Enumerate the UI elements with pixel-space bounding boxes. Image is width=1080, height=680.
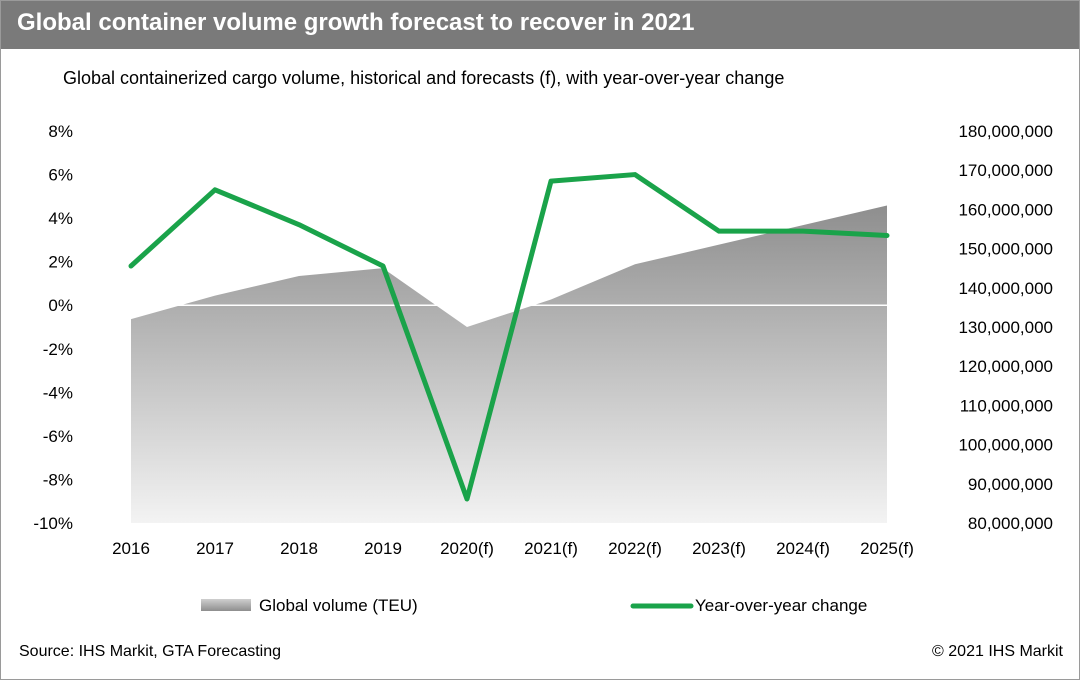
- left-axis-tick-label: 2%: [48, 253, 73, 272]
- combo-chart: 8% 6% 4% 2% 0% -2% -4% -6% -8% -10% 180,000,000 17…: [33, 122, 1053, 615]
- legend-volume-label: Global volume (TEU): [259, 596, 418, 615]
- left-axis-tick-label: -10%: [33, 514, 73, 533]
- x-axis-tick-label: 2017: [196, 539, 234, 558]
- right-axis-tick-label: 180,000,000: [958, 122, 1053, 141]
- chart-title: Global container volume growth forecast …: [17, 9, 695, 36]
- chart-subtitle: Global containerized cargo volume, histo…: [63, 68, 785, 88]
- left-axis-tick-label: 0%: [48, 296, 73, 315]
- source-note: Source: IHS Markit, GTA Forecasting: [19, 643, 282, 660]
- legend-yoy-label: Year-over-year change: [695, 596, 867, 615]
- x-axis-tick-label: 2022(f): [608, 539, 662, 558]
- title-bar: Global container volume growth forecast …: [1, 1, 1079, 49]
- left-axis-tick-label: -8%: [43, 470, 73, 489]
- left-axis-tick-label: -2%: [43, 340, 73, 359]
- x-axis-tick-label: 2020(f): [440, 539, 494, 558]
- right-axis-tick-label: 160,000,000: [958, 200, 1053, 219]
- right-axis-tick-label: 140,000,000: [958, 279, 1053, 298]
- volume-area: [131, 205, 887, 524]
- x-axis-tick-label: 2025(f): [860, 539, 914, 558]
- x-axis-tick-label: 2021(f): [524, 539, 578, 558]
- left-axis-tick-label: -6%: [43, 427, 73, 446]
- right-axis-tick-label: 80,000,000: [968, 514, 1053, 533]
- right-axis-tick-label: 90,000,000: [968, 475, 1053, 494]
- x-axis-tick-label: 2023(f): [692, 539, 746, 558]
- right-axis-tick-label: 130,000,000: [958, 318, 1053, 337]
- right-axis-tick-label: 150,000,000: [958, 240, 1053, 259]
- right-axis-tick-label: 110,000,000: [960, 396, 1053, 415]
- x-axis-tick-label: 2024(f): [776, 539, 830, 558]
- left-axis-tick-label: 4%: [48, 209, 73, 228]
- left-axis-tick-label: 6%: [48, 166, 73, 185]
- right-axis-tick-label: 100,000,000: [958, 436, 1053, 455]
- x-axis-tick-label: 2016: [112, 539, 150, 558]
- copyright-note: © 2021 IHS Markit: [932, 643, 1063, 660]
- right-axis-tick-label: 120,000,000: [958, 357, 1053, 376]
- x-axis-tick-label: 2018: [280, 539, 318, 558]
- left-axis-tick-label: 8%: [48, 122, 73, 141]
- left-axis-tick-label: -4%: [43, 383, 73, 402]
- right-axis-tick-label: 170,000,000: [958, 161, 1053, 180]
- legend-volume-swatch: [201, 599, 251, 611]
- yoy-change-line: [128, 172, 890, 502]
- x-axis-tick-label: 2019: [364, 539, 402, 558]
